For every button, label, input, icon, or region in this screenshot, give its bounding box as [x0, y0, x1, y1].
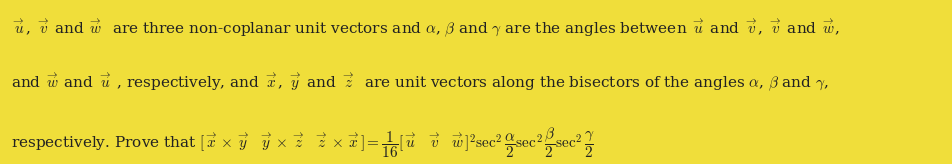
Text: $\overset{\rightarrow}{u}$, $\overset{\rightarrow}{v}$ and $\overset{\rightarrow: $\overset{\rightarrow}{u}$, $\overset{\r… [11, 16, 840, 40]
Text: respectively. Prove that $[\overset{\rightarrow}{x}\times\overset{\rightarrow}{y: respectively. Prove that $[\overset{\rig… [11, 125, 594, 160]
Text: and $\overset{\rightarrow}{w}$ and $\overset{\rightarrow}{u}$ , respectively, an: and $\overset{\rightarrow}{w}$ and $\ove… [11, 70, 828, 94]
